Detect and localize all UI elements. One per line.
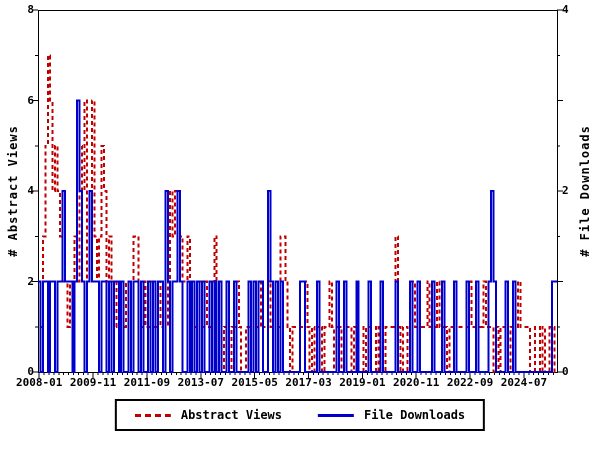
- y-left-tick-label: 0: [27, 365, 34, 378]
- x-tick-label: 2013-07: [177, 376, 224, 389]
- y-right-tick-label: 4: [562, 3, 569, 16]
- x-tick-label: 2019-01: [339, 376, 386, 389]
- y-right-tick-label: 2: [562, 184, 569, 197]
- legend-item-abstract-views: Abstract Views: [134, 408, 282, 422]
- y-left-tick-label: 8: [27, 3, 34, 16]
- y-left-tick-label: 2: [27, 274, 34, 288]
- y-axis-title-left: # Abstract Views: [6, 125, 20, 257]
- legend: Abstract Views File Downloads: [114, 399, 486, 431]
- y-right-tick-label: 0: [562, 365, 569, 378]
- legend-label-file-downloads: File Downloads: [364, 408, 466, 422]
- x-tick-label: 2008-01: [16, 376, 63, 389]
- legend-label-abstract-views: Abstract Views: [180, 408, 282, 422]
- y-left-tick-label: 4: [27, 184, 34, 197]
- x-tick-label: 2015-05: [231, 376, 278, 389]
- series-line-file-downloads: [38, 99, 557, 373]
- file-downloads-line-sample: [318, 413, 354, 417]
- abstract-views-line-sample: [134, 413, 171, 417]
- y-left-tick-label: 6: [27, 93, 34, 107]
- legend-item-file-downloads: File Downloads: [318, 408, 465, 422]
- x-tick-label: 2024-07: [500, 376, 548, 389]
- x-tick-label: 2020-11: [393, 376, 440, 389]
- y-axis-title-right: # File Downloads: [578, 125, 592, 257]
- x-tick-label: 2009-11: [69, 376, 117, 389]
- x-tick-label: 2011-09: [123, 376, 171, 389]
- x-tick-label: 2017-03: [285, 376, 332, 389]
- x-tick-label: 2022-09: [446, 376, 494, 389]
